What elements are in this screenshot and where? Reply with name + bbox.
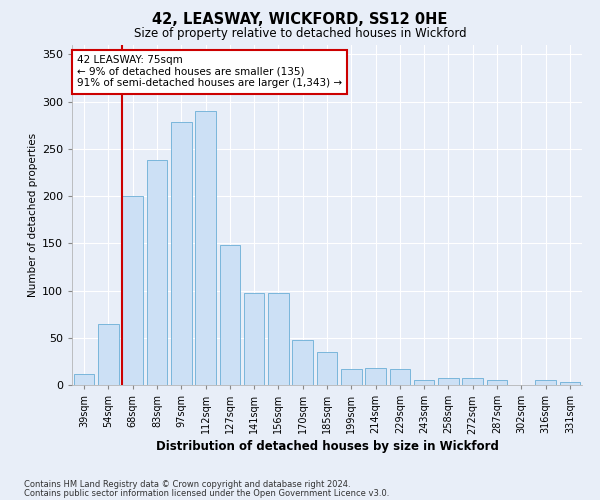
Bar: [268, 294, 289, 385]
Bar: [74, 374, 94, 385]
Bar: [414, 380, 434, 385]
Text: Contains HM Land Registry data © Crown copyright and database right 2024.: Contains HM Land Registry data © Crown c…: [24, 480, 350, 489]
Bar: [487, 380, 508, 385]
Bar: [535, 380, 556, 385]
Bar: [244, 294, 265, 385]
Bar: [220, 245, 240, 385]
Bar: [146, 160, 167, 385]
Bar: [292, 340, 313, 385]
Bar: [389, 369, 410, 385]
Bar: [122, 196, 143, 385]
Bar: [195, 111, 216, 385]
Text: 42, LEASWAY, WICKFORD, SS12 0HE: 42, LEASWAY, WICKFORD, SS12 0HE: [152, 12, 448, 28]
Text: 42 LEASWAY: 75sqm
← 9% of detached houses are smaller (135)
91% of semi-detached: 42 LEASWAY: 75sqm ← 9% of detached house…: [77, 55, 342, 88]
Bar: [560, 382, 580, 385]
Text: Size of property relative to detached houses in Wickford: Size of property relative to detached ho…: [134, 28, 466, 40]
Text: Contains public sector information licensed under the Open Government Licence v3: Contains public sector information licen…: [24, 488, 389, 498]
Bar: [171, 122, 191, 385]
Bar: [365, 368, 386, 385]
Bar: [438, 378, 459, 385]
Bar: [98, 324, 119, 385]
Bar: [463, 378, 483, 385]
X-axis label: Distribution of detached houses by size in Wickford: Distribution of detached houses by size …: [155, 440, 499, 454]
Y-axis label: Number of detached properties: Number of detached properties: [28, 133, 38, 297]
Bar: [341, 369, 362, 385]
Bar: [317, 352, 337, 385]
